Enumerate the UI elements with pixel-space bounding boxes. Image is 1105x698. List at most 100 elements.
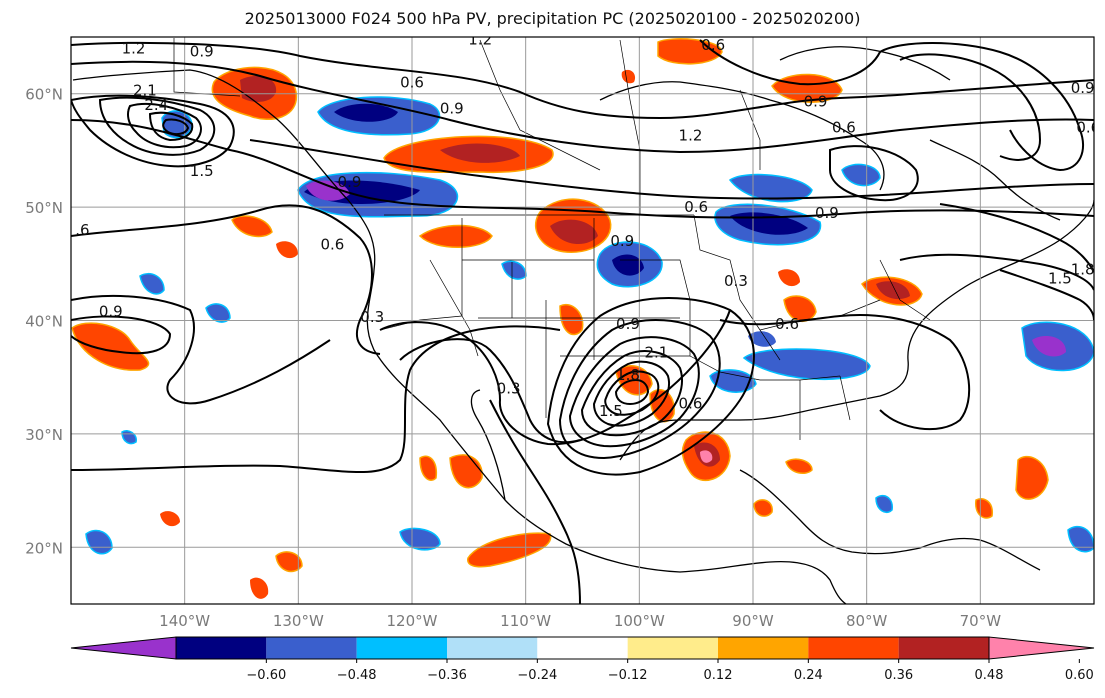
- colorbar-outline: [175, 636, 990, 660]
- precip-positive-area: [783, 295, 817, 322]
- precip-negative-area: [334, 103, 398, 122]
- pv-contour-label: 0.6: [701, 36, 725, 54]
- precip-negative-area: [399, 527, 441, 551]
- precip-positive-area: [778, 269, 800, 287]
- pv-contour-label: 0.9: [616, 315, 640, 333]
- precip-positive-area: [700, 450, 713, 463]
- precip-positive-area: [419, 455, 438, 481]
- precip-positive-area: [550, 219, 598, 245]
- colorbar-tick-label: 0.60: [1065, 668, 1094, 683]
- colorbar-tick-label: −0.24: [517, 668, 557, 683]
- precip-positive-area: [1015, 455, 1049, 500]
- lon-tick-label: 70°W: [960, 612, 1002, 630]
- pv-contours: [71, 39, 1094, 604]
- lon-tick-label: 80°W: [846, 612, 888, 630]
- pv-contour-label: 2.1: [133, 81, 157, 99]
- precip-negative-area: [139, 272, 165, 295]
- colorbar: [70, 636, 1095, 663]
- lat-tick-label: 30°N: [25, 426, 63, 444]
- lat-tick-label: 40°N: [25, 313, 63, 331]
- pv-contour-label: 1.5: [1048, 270, 1072, 288]
- precip-negative-area: [875, 494, 893, 514]
- latitude-labels: 20°N 30°N 40°N 50°N 60°N: [25, 86, 63, 558]
- pv-contour-label: 0.9: [815, 204, 839, 222]
- precip-positive-area: [559, 303, 584, 336]
- precip-positive-area: [418, 224, 493, 248]
- precip-positive-area: [160, 511, 180, 527]
- colorbar-over-arrow: [988, 636, 1095, 660]
- lon-tick-label: 140°W: [159, 612, 210, 630]
- pv-contour-label: 0.6: [679, 394, 703, 412]
- colorbar-tick-label: 0.24: [794, 668, 823, 683]
- pv-contour-label: 0.6: [400, 73, 424, 91]
- pv-contour-label: 0.6: [775, 315, 799, 333]
- colorbar-swatch: [356, 637, 447, 659]
- precip-negative-area: [709, 369, 757, 393]
- precip-negative-area: [1032, 336, 1066, 357]
- colorbar-tick-label: 0.48: [975, 668, 1004, 683]
- precip-positive-area: [71, 322, 150, 371]
- precip-negative-area: [205, 303, 231, 323]
- pv-contour-label: 0.9: [804, 93, 828, 111]
- precip-positive-area: [876, 281, 910, 300]
- precip-negative-area: [501, 260, 527, 280]
- pv-contour-labels: 1.2 0.91.2 0.60.60.9 0.92.12.41.51.2 0.60.90…: [75, 30, 1100, 420]
- pv-contour-label: 0.6: [1076, 119, 1100, 137]
- lat-tick-label: 20°N: [25, 539, 63, 557]
- precip-positive-area: [975, 498, 993, 519]
- pv-contour-label: 1.2: [468, 30, 492, 48]
- precip-negative-area: [841, 163, 881, 187]
- colorbar-swatch: [537, 637, 628, 659]
- lon-tick-label: 100°W: [614, 612, 665, 630]
- pv-contour-label: 1.2: [122, 39, 146, 57]
- longitude-labels: 140°W 130°W 120°W 110°W 100°W 90°W 80°W 70°W: [159, 612, 1001, 630]
- pv-contour-label: 0.3: [360, 308, 384, 326]
- state-borders: [173, 38, 931, 440]
- colorbar-tick-label: −0.12: [608, 668, 648, 683]
- pv-contour-label: 0.9: [338, 173, 362, 191]
- precip-positive-area: [276, 241, 298, 259]
- map-frame: [70, 36, 1095, 605]
- pv-contour-label: .6: [75, 221, 89, 239]
- map-gridlines: [71, 37, 1094, 604]
- precip-positive-area: [250, 577, 269, 599]
- precip-negative-area: [1067, 525, 1094, 553]
- precip-positive-area: [440, 143, 520, 163]
- pv-contour-label: 0.3: [724, 272, 748, 290]
- precip-negative-area: [85, 529, 113, 555]
- colorbar-tick-label: 0.12: [704, 668, 733, 683]
- precip-positive-area: [275, 551, 303, 573]
- lon-tick-label: 120°W: [387, 612, 438, 630]
- precip-positive-area: [771, 73, 843, 103]
- precip-positive-area: [231, 215, 273, 238]
- pv-contour-label: 0.9: [440, 99, 464, 117]
- colorbar-swatch: [266, 637, 357, 659]
- colorbar-tick-label: −0.48: [337, 668, 377, 683]
- precipitation-shading: [71, 38, 1094, 599]
- map-title: 2025013000 F024 500 hPa PV, precipitatio…: [244, 9, 861, 28]
- precip-positive-area: [753, 499, 773, 517]
- precip-positive-area: [449, 454, 483, 489]
- precip-negative-area: [121, 430, 137, 445]
- colorbar-swatch: [808, 637, 899, 659]
- lat-tick-label: 60°N: [25, 86, 63, 104]
- colorbar-under-arrow: [70, 636, 177, 660]
- pv-contour-label: 0.9: [190, 43, 214, 61]
- pv-contour-label: 1.8: [616, 366, 640, 384]
- precip-positive-area: [467, 532, 552, 568]
- pv-contour-label: 1.5: [190, 162, 214, 180]
- colorbar-tick-label: −0.60: [246, 668, 286, 683]
- lon-tick-label: 110°W: [500, 612, 551, 630]
- pv-contour-label: 1.8: [1071, 260, 1095, 278]
- pv-contour-label: 0.9: [610, 232, 634, 250]
- pv-contour-label: 1.2: [679, 127, 703, 145]
- colorbar-swatch: [718, 637, 809, 659]
- pv-contour-label: 0.6: [832, 119, 856, 137]
- colorbar-labels: −0.60 −0.48 −0.36 −0.24 −0.12 0.12 0.24 0.36 0.4…: [246, 668, 1093, 683]
- lon-tick-label: 130°W: [273, 612, 324, 630]
- pv-contour-label: 0.3: [497, 380, 521, 398]
- pv-contour-label: 0.9: [1071, 79, 1095, 97]
- colorbar-swatch: [898, 637, 989, 659]
- colorbar-tick-label: −0.36: [427, 668, 467, 683]
- colorbar-swatch: [176, 637, 267, 659]
